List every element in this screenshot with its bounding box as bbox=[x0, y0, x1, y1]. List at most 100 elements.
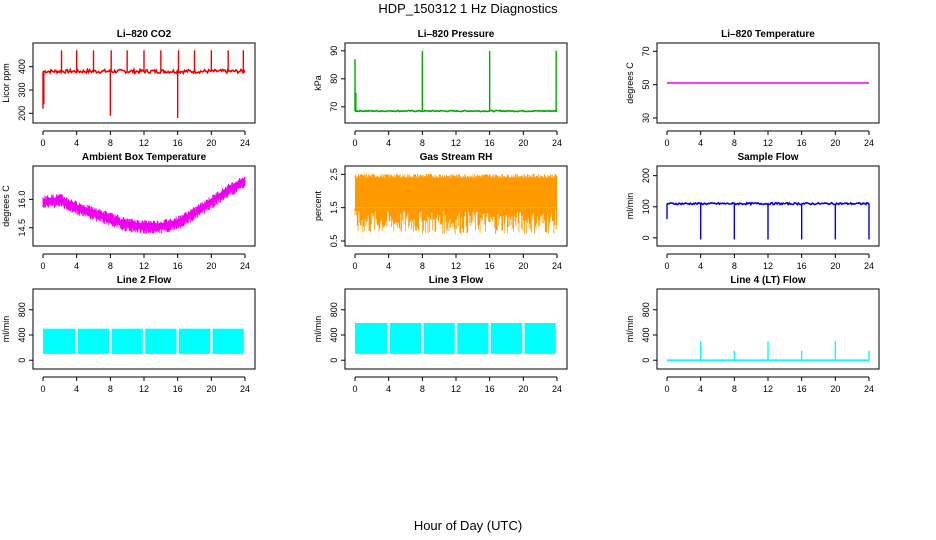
y-tick-label: 80 bbox=[329, 74, 339, 84]
x-tick-label: 12 bbox=[763, 261, 773, 271]
x-tick-label: 8 bbox=[420, 138, 425, 148]
panel-7: Line 2 Flow ml/min 0 400 800 0 4 8 12 16 20 24 bbox=[1, 275, 256, 394]
x-tick-label: 20 bbox=[518, 384, 528, 394]
panel-8: Line 3 Flow ml/min 0 400 800 0 4 8 12 16 20 24 bbox=[313, 275, 568, 394]
y-axis-label: ml/min bbox=[313, 316, 323, 343]
y-axis-label: kPa bbox=[313, 75, 323, 91]
x-tick-label: 12 bbox=[763, 384, 773, 394]
y-tick-label: 200 bbox=[17, 106, 27, 121]
x-tick-label: 12 bbox=[451, 384, 461, 394]
flow-band bbox=[111, 328, 143, 354]
plot-frame bbox=[32, 288, 256, 370]
x-tick-label: 16 bbox=[173, 138, 183, 148]
x-tick-label: 16 bbox=[797, 384, 807, 394]
plot-frame bbox=[32, 42, 256, 124]
x-tick-label: 4 bbox=[698, 138, 703, 148]
x-tick-label: 0 bbox=[352, 138, 357, 148]
plot-frame bbox=[656, 288, 880, 370]
x-tick-label: 24 bbox=[864, 384, 874, 394]
y-tick-label: 2.5 bbox=[329, 168, 339, 181]
x-tick-label: 4 bbox=[386, 261, 391, 271]
y-tick-label: 14.5 bbox=[17, 219, 27, 237]
panel-5: Gas Stream RH percent 0.5 1.5 2.5 0 4 8 12 16 20 24 bbox=[313, 152, 568, 271]
panel-6: Sample Flow ml/min 0 100 200 0 4 8 12 16 20 24 bbox=[625, 152, 880, 271]
y-tick-label: 0 bbox=[329, 358, 339, 363]
y-tick-label: 0.5 bbox=[329, 235, 339, 248]
x-tick-label: 20 bbox=[830, 261, 840, 271]
x-tick-label: 0 bbox=[352, 261, 357, 271]
panel-title: Ambient Box Temperature bbox=[82, 152, 207, 163]
x-tick-label: 12 bbox=[763, 138, 773, 148]
y-tick-label: 400 bbox=[641, 327, 651, 342]
flow-band bbox=[457, 323, 489, 354]
panel-title: Li–820 Temperature bbox=[721, 29, 815, 40]
y-tick-label: 800 bbox=[329, 302, 339, 317]
y-axis-label: ml/min bbox=[625, 193, 635, 220]
y-tick-label: 30 bbox=[641, 113, 651, 123]
x-tick-label: 24 bbox=[240, 261, 250, 271]
panel-4: Ambient Box Temperature degrees C 14.5 16.0… bbox=[1, 152, 256, 271]
rh-dips bbox=[354, 207, 558, 235]
x-tick-label: 20 bbox=[206, 138, 216, 148]
panel-title: Line 3 Flow bbox=[429, 275, 484, 286]
y-tick-label: 300 bbox=[17, 82, 27, 97]
y-tick-label: 800 bbox=[641, 302, 651, 317]
x-tick-label: 24 bbox=[552, 384, 562, 394]
x-tick-label: 16 bbox=[485, 261, 495, 271]
x-tick-label: 12 bbox=[139, 261, 149, 271]
x-tick-label: 24 bbox=[240, 138, 250, 148]
x-tick-label: 24 bbox=[240, 384, 250, 394]
x-tick-label: 16 bbox=[797, 138, 807, 148]
panel-2: Li–820 Pressure kPa 70 80 90 0 4 8 12 16 20 24 bbox=[313, 29, 568, 148]
x-tick-label: 12 bbox=[451, 261, 461, 271]
x-axis-caption: Hour of Day (UTC) bbox=[413, 518, 523, 533]
flow-band bbox=[490, 323, 523, 354]
x-tick-label: 8 bbox=[420, 261, 425, 271]
x-tick-label: 20 bbox=[830, 138, 840, 148]
x-tick-label: 4 bbox=[386, 138, 391, 148]
x-tick-label: 0 bbox=[352, 384, 357, 394]
x-tick-label: 24 bbox=[864, 261, 874, 271]
x-tick-label: 16 bbox=[173, 261, 183, 271]
x-tick-label: 8 bbox=[108, 138, 113, 148]
figure-title: HDP_150312 1 Hz Diagnostics bbox=[378, 1, 558, 16]
plot-frame bbox=[656, 42, 880, 124]
plot-frame bbox=[656, 165, 880, 247]
x-tick-label: 8 bbox=[732, 384, 737, 394]
x-tick-label: 4 bbox=[386, 384, 391, 394]
plot-frame bbox=[344, 165, 568, 247]
flow-band bbox=[389, 323, 422, 354]
panel-title: Gas Stream RH bbox=[420, 152, 493, 163]
x-tick-label: 4 bbox=[74, 138, 79, 148]
flow-band bbox=[355, 323, 388, 354]
y-tick-label: 400 bbox=[17, 59, 27, 74]
x-tick-label: 12 bbox=[139, 384, 149, 394]
y-tick-label: 70 bbox=[329, 102, 339, 112]
y-tick-label: 0 bbox=[641, 235, 651, 240]
x-tick-label: 20 bbox=[518, 261, 528, 271]
x-tick-label: 12 bbox=[451, 138, 461, 148]
panel-1: Li–820 CO2 Licor ppm 200 300 400 0 4 8 12 16 20 24 bbox=[1, 29, 256, 148]
flow-band bbox=[524, 323, 556, 354]
y-tick-label: 90 bbox=[329, 46, 339, 56]
x-tick-label: 8 bbox=[108, 261, 113, 271]
y-axis-label: percent bbox=[313, 190, 323, 221]
flow-band bbox=[145, 328, 177, 354]
x-tick-label: 0 bbox=[664, 384, 669, 394]
y-axis-label: degrees C bbox=[1, 185, 11, 227]
x-tick-label: 0 bbox=[664, 138, 669, 148]
plot-frame bbox=[32, 165, 256, 247]
x-tick-label: 8 bbox=[732, 138, 737, 148]
panel-title: Line 4 (LT) Flow bbox=[730, 275, 806, 286]
x-tick-label: 16 bbox=[485, 384, 495, 394]
plot-frame bbox=[344, 288, 568, 370]
plot-frame bbox=[344, 42, 568, 124]
y-tick-label: 0 bbox=[17, 358, 27, 363]
x-tick-label: 16 bbox=[797, 261, 807, 271]
y-tick-label: 1.5 bbox=[329, 201, 339, 214]
x-tick-label: 24 bbox=[552, 138, 562, 148]
y-axis-label: degrees C bbox=[625, 62, 635, 104]
flow-band bbox=[212, 328, 244, 354]
x-tick-label: 20 bbox=[518, 138, 528, 148]
flow-band bbox=[178, 328, 211, 354]
